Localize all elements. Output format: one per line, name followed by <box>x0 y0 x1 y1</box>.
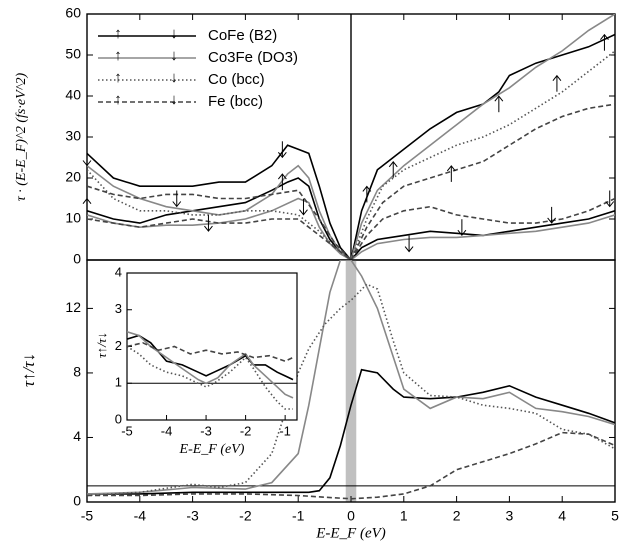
legend-up-arrow: ↑ <box>114 69 122 86</box>
series-line-8 <box>87 169 352 260</box>
series-line-2 <box>87 283 615 497</box>
spin-arrow-head <box>82 197 92 205</box>
legend-label: Fe (bcc) <box>208 93 263 110</box>
bottom-y-axis-label: τ↑/τ↓ <box>19 353 38 387</box>
series-line-1 <box>127 331 294 399</box>
legend-down-arrow: ↓ <box>170 25 178 42</box>
inset-y-tick-label: 4 <box>115 264 122 279</box>
series-line-0 <box>127 334 294 381</box>
legend-up-arrow: ↑ <box>114 47 122 64</box>
spin-arrow-head <box>82 160 92 167</box>
series-line-10 <box>87 218 352 260</box>
inset-x-tick-label: -5 <box>121 423 133 438</box>
series-line-0 <box>87 368 615 495</box>
spin-arrow-head <box>172 201 182 208</box>
bottom-x-tick-label: -1 <box>292 508 305 524</box>
bottom-y-tick-label: 12 <box>65 299 81 315</box>
bottom-x-tick-label: -3 <box>186 508 199 524</box>
series-line-12 <box>350 103 615 260</box>
bottom-x-tick-label: -4 <box>134 508 147 524</box>
series-line-6 <box>350 14 615 260</box>
top-y-tick-label: 0 <box>73 251 81 267</box>
spin-arrow-head <box>362 185 372 192</box>
spin-arrow-head <box>299 209 308 216</box>
series-line-1 <box>87 144 352 260</box>
series-line-1 <box>87 260 615 495</box>
bottom-y-tick-label: 0 <box>73 493 81 509</box>
inset-x-tick-label: -1 <box>279 423 291 438</box>
top-panel: 0 10 20 30 40 50 60 τ · (E-E_F)^2 (fs·eV^2) <box>14 5 616 267</box>
inset-y-tick-label: 1 <box>115 375 122 390</box>
spin-arrow-head <box>388 160 398 168</box>
legend-label: CoFe (B2) <box>208 27 277 44</box>
bottom-y-tick-label: 4 <box>73 428 81 444</box>
inset-plot-frame <box>126 272 298 421</box>
inset-y-tick-label: 0 <box>115 411 122 426</box>
bottom-x-axis-label: E-E_F (eV) <box>315 525 386 541</box>
series-line-3 <box>87 431 615 500</box>
legend-label: Co (bcc) <box>208 71 265 88</box>
bottom-x-tick-label: 2 <box>453 508 461 524</box>
spin-arrow-head <box>547 217 557 224</box>
inset-x-tick-label: -2 <box>240 423 252 438</box>
legend-up-arrow: ↑ <box>114 25 122 42</box>
spin-arrow-head <box>457 229 467 237</box>
spin-arrow-head <box>277 151 287 159</box>
spin-arrow-head <box>605 201 615 208</box>
spin-arrow-head <box>600 33 609 41</box>
top-y-tick-label: 40 <box>65 87 81 103</box>
bottom-x-tick-label: 4 <box>558 508 566 524</box>
spin-arrow-head <box>446 165 456 172</box>
top-y-axis-label: τ · (E-E_F)^2 (fs·eV^2) <box>14 72 29 201</box>
series-line-13 <box>350 197 615 260</box>
legend-down-arrow: ↓ <box>170 47 178 64</box>
spin-arrow-head <box>404 246 414 253</box>
top-y-tick-label: 50 <box>65 46 81 62</box>
bottom-x-tick-label: 5 <box>611 508 619 524</box>
legend: ↑ ↓ CoFe (B2) ↑ ↓ Co3Fe (DO3) ↑ ↓ Co (bcc) ↑ ↓ Fe (… <box>98 25 298 110</box>
legend-up-arrow: ↑ <box>114 91 122 108</box>
series-line-2 <box>350 33 615 260</box>
bottom-x-tick-label: -5 <box>81 508 94 524</box>
top-y-tick-label: 60 <box>65 5 81 21</box>
series-line-5 <box>87 164 352 260</box>
spin-arrow-head <box>552 74 562 82</box>
bottom-x-tick-label: 3 <box>506 508 514 524</box>
bottom-y-tick-label: 8 <box>73 364 81 380</box>
inset-x-axis-label: E-E_F (eV) <box>179 442 245 457</box>
series-line-9 <box>350 50 615 260</box>
spin-arrow-head <box>204 225 213 232</box>
top-y-tick-label: 30 <box>65 128 81 144</box>
inset-x-tick-label: -3 <box>200 423 212 438</box>
series-line-3 <box>350 210 615 260</box>
inset-panel: 0 1 2 3 4 -5 -4 -3 -2 -1 E-E_F (eV) τ↑/τ↓ <box>94 264 298 457</box>
legend-label: Co3Fe (DO3) <box>208 49 298 66</box>
bottom-x-tick-label: 1 <box>400 508 408 524</box>
legend-down-arrow: ↓ <box>170 91 178 108</box>
series-line-3 <box>127 341 294 363</box>
inset-x-tick-label: -4 <box>161 423 173 438</box>
legend-down-arrow: ↓ <box>170 69 178 86</box>
top-y-tick-label: 20 <box>65 169 81 185</box>
top-y-tick-label: 10 <box>65 210 81 226</box>
series-line-7 <box>350 214 615 260</box>
bottom-x-tick-label: -2 <box>239 508 252 524</box>
bottom-x-tick-label: 0 <box>347 508 355 524</box>
inset-y-tick-label: 3 <box>115 301 122 316</box>
spin-arrow-head <box>494 95 504 102</box>
inset-y-tick-label: 2 <box>115 338 122 353</box>
series-line-0 <box>87 177 352 260</box>
fermi-shaded-band <box>345 260 357 502</box>
series-line-11 <box>87 185 352 260</box>
spin-arrow-head <box>277 173 287 180</box>
inset-y-axis-label: τ↑/τ↓ <box>94 332 109 358</box>
